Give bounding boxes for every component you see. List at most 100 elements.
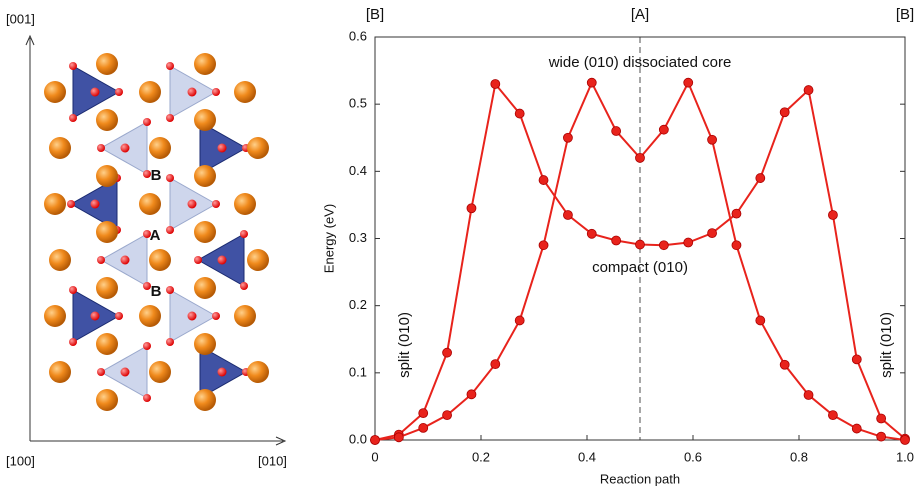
point xyxy=(803,85,814,95)
point xyxy=(731,208,742,219)
point xyxy=(658,240,669,251)
point xyxy=(876,431,887,442)
oxygen xyxy=(69,286,77,294)
atom xyxy=(96,221,118,243)
point xyxy=(466,389,477,400)
point xyxy=(563,132,573,143)
y-tick-label: 0.3 xyxy=(349,230,367,245)
oxygen xyxy=(115,312,123,320)
atom xyxy=(96,165,118,187)
annotation: wide (010) dissociated core xyxy=(548,54,732,71)
point xyxy=(586,228,597,239)
y-tick-label: 0.6 xyxy=(349,28,367,43)
point xyxy=(635,152,645,163)
oxygen xyxy=(143,282,151,290)
x-tick-label: 1.0 xyxy=(896,449,914,464)
point xyxy=(611,235,622,246)
oxygen xyxy=(187,87,197,97)
oxygen xyxy=(217,143,227,153)
oxygen xyxy=(166,62,174,70)
point xyxy=(466,203,477,214)
point xyxy=(586,77,597,88)
y-tick-label: 0.5 xyxy=(349,96,367,111)
oxygen xyxy=(166,286,174,294)
point xyxy=(370,435,380,445)
atom xyxy=(194,333,216,355)
atom xyxy=(44,193,66,215)
atom xyxy=(96,277,118,299)
atom xyxy=(49,361,71,383)
atom xyxy=(139,193,161,215)
point xyxy=(755,173,766,183)
oxygen xyxy=(194,256,202,264)
atom xyxy=(234,193,256,215)
x-tick-label: 0.6 xyxy=(684,449,702,464)
axis-label: [001] xyxy=(6,11,35,26)
point xyxy=(418,423,429,433)
atom xyxy=(194,165,216,187)
oxygen xyxy=(143,342,151,350)
point xyxy=(900,435,910,445)
point xyxy=(490,359,501,370)
oxygen xyxy=(90,311,100,321)
site-label: B xyxy=(151,283,162,300)
point xyxy=(828,410,838,421)
oxygen xyxy=(69,338,77,346)
atom xyxy=(247,249,269,271)
x-tick-label: 0.4 xyxy=(578,449,596,464)
point xyxy=(393,432,404,443)
oxygen xyxy=(143,394,151,402)
atom xyxy=(194,53,216,75)
oxygen xyxy=(212,312,220,320)
atom xyxy=(44,305,66,327)
atom xyxy=(96,109,118,131)
atom xyxy=(139,81,161,103)
point xyxy=(538,175,549,185)
point xyxy=(538,240,549,251)
y-tick-label: 0.4 xyxy=(349,163,367,178)
plot-frame xyxy=(374,36,906,441)
x-axis-label: Reaction path xyxy=(600,471,680,486)
atom xyxy=(96,333,118,355)
x2-tick-label: [A] xyxy=(631,6,649,23)
point xyxy=(707,228,717,239)
x-tick-label: 0.8 xyxy=(790,449,808,464)
oxygen xyxy=(166,114,174,122)
oxygen xyxy=(217,255,227,265)
point xyxy=(683,77,694,88)
atom xyxy=(49,249,71,271)
atom xyxy=(149,137,171,159)
point xyxy=(490,79,501,89)
oxygen xyxy=(166,174,174,182)
point xyxy=(851,354,862,365)
atom xyxy=(139,305,161,327)
arrow-head xyxy=(25,34,35,46)
point xyxy=(683,237,694,248)
oxygen xyxy=(143,230,151,238)
x-tick-label: 0 xyxy=(371,449,378,464)
atom xyxy=(149,361,171,383)
point xyxy=(828,210,838,220)
x2-tick-label: [B] xyxy=(366,6,384,23)
atom xyxy=(247,361,269,383)
axis-label: [100] xyxy=(6,453,35,468)
atom xyxy=(234,81,256,103)
point xyxy=(514,315,525,326)
atom xyxy=(44,81,66,103)
point xyxy=(418,408,429,419)
oxygen xyxy=(90,199,100,209)
oxygen xyxy=(217,367,227,377)
arrow-head xyxy=(275,436,287,446)
oxygen xyxy=(143,170,151,178)
point xyxy=(658,124,669,135)
y-tick-label: 0.0 xyxy=(349,431,367,446)
annotation: split (010) xyxy=(878,312,895,378)
annotation: compact (010) xyxy=(592,259,688,276)
oxygen xyxy=(143,118,151,126)
atom xyxy=(96,53,118,75)
structure-panel: [001] [100] [010] B A B xyxy=(6,11,287,468)
annotation: split (010) xyxy=(396,312,413,378)
atom xyxy=(247,137,269,159)
oxygen xyxy=(187,199,197,209)
